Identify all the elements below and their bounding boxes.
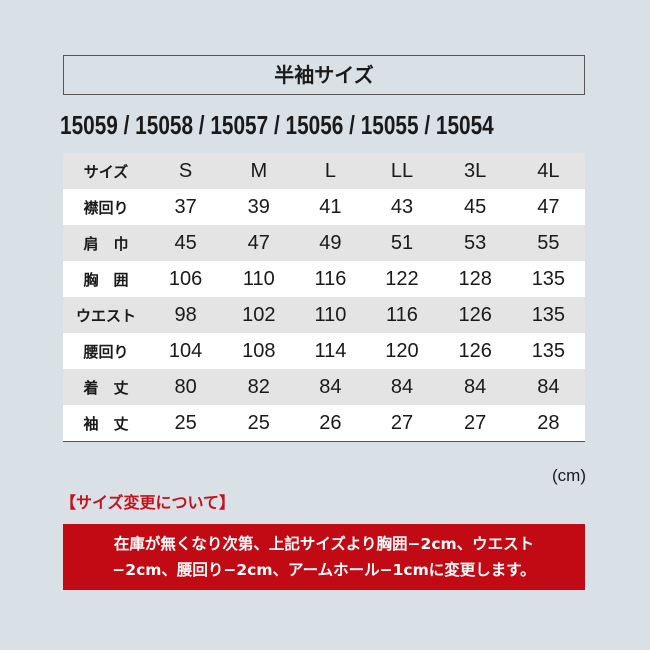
header-cell: LL [365, 153, 439, 189]
size-value: 135 [511, 333, 585, 369]
size-value: 55 [511, 225, 585, 261]
row-label: 腰回り [63, 333, 149, 369]
size-value: 25 [222, 405, 296, 442]
size-value: 82 [222, 369, 296, 405]
unit-label: (cm) [552, 466, 586, 485]
size-value: 41 [295, 189, 366, 225]
size-value: 128 [438, 261, 512, 297]
size-value: 135 [511, 297, 585, 333]
size-value: 102 [222, 297, 296, 333]
header-cell: L [295, 153, 366, 189]
row-label: 袖 丈 [63, 405, 149, 442]
table-row: 腰回り 104 108 114 120 126 135 [63, 333, 585, 369]
page-title: 半袖サイズ [63, 55, 585, 95]
size-value: 108 [222, 333, 296, 369]
size-value: 106 [149, 261, 223, 297]
table-row: 胸 囲 106 110 116 122 128 135 [63, 261, 585, 297]
size-value: 114 [295, 333, 366, 369]
size-value: 39 [222, 189, 296, 225]
notice-line: −2cm、腰回り−2cm、アームホール−1cmに変更します。 [112, 561, 536, 579]
size-value: 45 [149, 225, 223, 261]
size-value: 51 [365, 225, 439, 261]
table-row: 肩 巾 45 47 49 51 53 55 [63, 225, 585, 261]
table-row: 袖 丈 25 25 26 27 27 28 [63, 405, 585, 442]
size-value: 53 [438, 225, 512, 261]
size-value: 104 [149, 333, 223, 369]
notice-title: 【サイズ変更について】 [60, 493, 236, 512]
size-value: 116 [365, 297, 439, 333]
row-label: 着 丈 [63, 369, 149, 405]
size-value: 126 [438, 297, 512, 333]
size-value: 37 [149, 189, 223, 225]
header-cell: サイズ [63, 153, 149, 189]
size-table: サイズ S M L LL 3L 4L 襟回り 37 39 41 43 45 47 肩 巾 45 4… [63, 153, 585, 442]
size-value: 135 [511, 261, 585, 297]
notice-line: 在庫が無くなり次第、上記サイズより胸囲−2cm、ウエスト [113, 535, 535, 553]
size-value: 25 [149, 405, 223, 442]
size-value: 84 [438, 369, 512, 405]
size-value: 28 [511, 405, 585, 442]
row-label: ウエスト [63, 297, 149, 333]
size-value: 98 [149, 297, 223, 333]
row-label: 胸 囲 [63, 261, 149, 297]
table-row: 襟回り 37 39 41 43 45 47 [63, 189, 585, 225]
size-value: 43 [365, 189, 439, 225]
size-value: 27 [438, 405, 512, 442]
size-value: 49 [295, 225, 366, 261]
size-value: 80 [149, 369, 223, 405]
notice-box: 在庫が無くなり次第、上記サイズより胸囲−2cm、ウエスト −2cm、腰回り−2c… [63, 524, 585, 590]
size-value: 120 [365, 333, 439, 369]
table-row: 着 丈 80 82 84 84 84 84 [63, 369, 585, 405]
size-value: 84 [365, 369, 439, 405]
row-label: 襟回り [63, 189, 149, 225]
size-value: 110 [295, 297, 366, 333]
header-cell: 4L [511, 153, 585, 189]
size-value: 126 [438, 333, 512, 369]
size-value: 116 [295, 261, 366, 297]
header-cell: S [149, 153, 223, 189]
header-cell: 3L [438, 153, 512, 189]
header-cell: M [222, 153, 296, 189]
size-value: 84 [295, 369, 366, 405]
size-value: 122 [365, 261, 439, 297]
row-label: 肩 巾 [63, 225, 149, 261]
size-value: 47 [511, 189, 585, 225]
size-value: 26 [295, 405, 366, 442]
table-header-row: サイズ S M L LL 3L 4L [63, 153, 585, 189]
size-value: 84 [511, 369, 585, 405]
product-codes: 15059 / 15058 / 15057 / 15056 / 15055 / … [60, 110, 494, 140]
size-value: 27 [365, 405, 439, 442]
size-value: 45 [438, 189, 512, 225]
table-row: ウエスト 98 102 110 116 126 135 [63, 297, 585, 333]
size-value: 110 [222, 261, 296, 297]
size-value: 47 [222, 225, 296, 261]
